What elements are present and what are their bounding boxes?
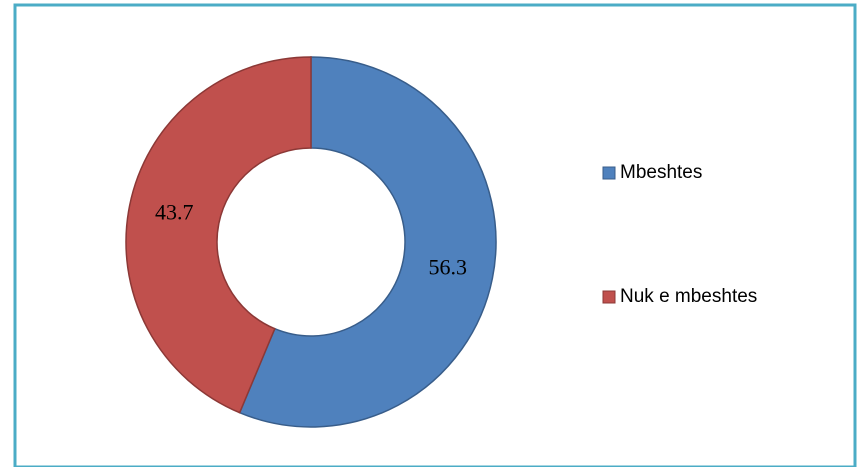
data-label: 56.3 <box>429 254 468 279</box>
legend-label: Mbeshtes <box>620 162 702 183</box>
donut-slice <box>125 56 312 414</box>
legend-swatch <box>602 290 616 304</box>
legend-label: Nuk e mbeshtes <box>620 286 757 307</box>
donut-slice <box>238 56 497 428</box>
legend-swatch <box>602 166 616 180</box>
data-label: 43.7 <box>155 200 194 225</box>
